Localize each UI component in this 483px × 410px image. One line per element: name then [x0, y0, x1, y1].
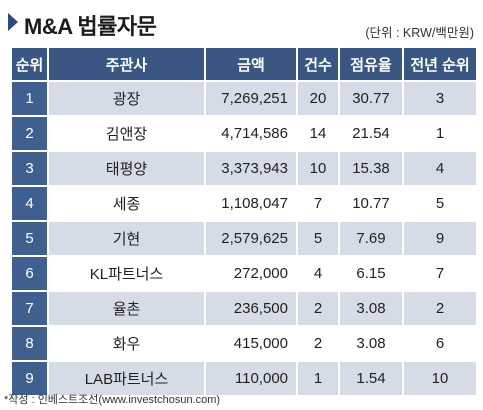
share-cell: 15.38 [340, 152, 402, 185]
rank-cell: 6 [12, 257, 47, 290]
amount-cell: 272,000 [206, 257, 296, 290]
rank-cell: 3 [12, 152, 47, 185]
firm-cell: 세종 [49, 187, 204, 220]
firm-cell: 김앤장 [49, 117, 204, 150]
count-cell: 20 [298, 82, 338, 115]
count-cell: 2 [298, 327, 338, 360]
amount-cell: 415,000 [206, 327, 296, 360]
count-cell: 2 [298, 292, 338, 325]
prev-rank-cell: 2 [404, 292, 476, 325]
count-cell: 7 [298, 187, 338, 220]
triangle-marker-icon [8, 13, 18, 31]
count-cell: 14 [298, 117, 338, 150]
column-header-firm: 주관사 [49, 48, 204, 80]
count-cell: 5 [298, 222, 338, 255]
amount-cell: 7,269,251 [206, 82, 296, 115]
table-row: 7 율촌 236,500 2 3.08 2 [12, 292, 476, 325]
share-cell: 3.08 [340, 327, 402, 360]
column-header-share: 점유율 [340, 48, 402, 80]
unit-label: (단위 : KRW/백만원) [365, 26, 474, 40]
rank-cell: 1 [12, 82, 47, 115]
amount-cell: 2,579,625 [206, 222, 296, 255]
count-cell: 4 [298, 257, 338, 290]
prev-rank-cell: 4 [404, 152, 476, 185]
count-cell: 10 [298, 152, 338, 185]
share-cell: 30.77 [340, 82, 402, 115]
prev-rank-cell: 3 [404, 82, 476, 115]
share-cell: 21.54 [340, 117, 402, 150]
table-row: 3 태평양 3,373,943 10 15.38 4 [12, 152, 476, 185]
firm-cell: 화우 [49, 327, 204, 360]
table-row: 8 화우 415,000 2 3.08 6 [12, 327, 476, 360]
table-row: 4 세종 1,108,047 7 10.77 5 [12, 187, 476, 220]
firm-cell: 태평양 [49, 152, 204, 185]
firm-cell: KL파트너스 [49, 257, 204, 290]
share-cell: 10.77 [340, 187, 402, 220]
firm-cell: 광장 [49, 82, 204, 115]
table-row: 1 광장 7,269,251 20 30.77 3 [12, 82, 476, 115]
firm-cell: 율촌 [49, 292, 204, 325]
amount-cell: 3,373,943 [206, 152, 296, 185]
prev-rank-cell: 9 [404, 222, 476, 255]
share-cell: 6.15 [340, 257, 402, 290]
share-cell: 3.08 [340, 292, 402, 325]
page-title: M&A 법률자문 [24, 14, 157, 39]
prev-rank-cell: 6 [404, 327, 476, 360]
amount-cell: 1,108,047 [206, 187, 296, 220]
column-header-rank: 순위 [12, 48, 47, 80]
table-row: 6 KL파트너스 272,000 4 6.15 7 [12, 257, 476, 290]
rank-cell: 7 [12, 292, 47, 325]
rank-cell: 2 [12, 117, 47, 150]
rank-cell: 8 [12, 327, 47, 360]
table-header-row: 순위 주관사 금액 건수 점유율 전년 순위 [12, 48, 476, 80]
rank-cell: 5 [12, 222, 47, 255]
amount-cell: 110,000 [206, 362, 296, 395]
table-row: 9 LAB파트너스 110,000 1 1.54 10 [12, 362, 476, 395]
column-header-count: 건수 [298, 48, 338, 80]
prev-rank-cell: 1 [404, 117, 476, 150]
source-note: *작성 : 인베스트조선(www.investchosun.com) [4, 394, 221, 406]
share-cell: 7.69 [340, 222, 402, 255]
prev-rank-cell: 5 [404, 187, 476, 220]
rank-cell: 4 [12, 187, 47, 220]
amount-cell: 236,500 [206, 292, 296, 325]
prev-rank-cell: 7 [404, 257, 476, 290]
table-row: 5 기현 2,579,625 5 7.69 9 [12, 222, 476, 255]
firm-cell: LAB파트너스 [49, 362, 204, 395]
column-header-prev-rank: 전년 순위 [404, 48, 476, 80]
amount-cell: 4,714,586 [206, 117, 296, 150]
share-cell: 1.54 [340, 362, 402, 395]
column-header-amount: 금액 [206, 48, 296, 80]
rank-cell: 9 [12, 362, 47, 395]
firm-cell: 기현 [49, 222, 204, 255]
ranking-table: 순위 주관사 금액 건수 점유율 전년 순위 1 광장 7,269,251 20… [10, 46, 478, 397]
table-row: 2 김앤장 4,714,586 14 21.54 1 [12, 117, 476, 150]
prev-rank-cell: 10 [404, 362, 476, 395]
header: M&A 법률자문 (단위 : KRW/백만원) [8, 8, 478, 40]
count-cell: 1 [298, 362, 338, 395]
